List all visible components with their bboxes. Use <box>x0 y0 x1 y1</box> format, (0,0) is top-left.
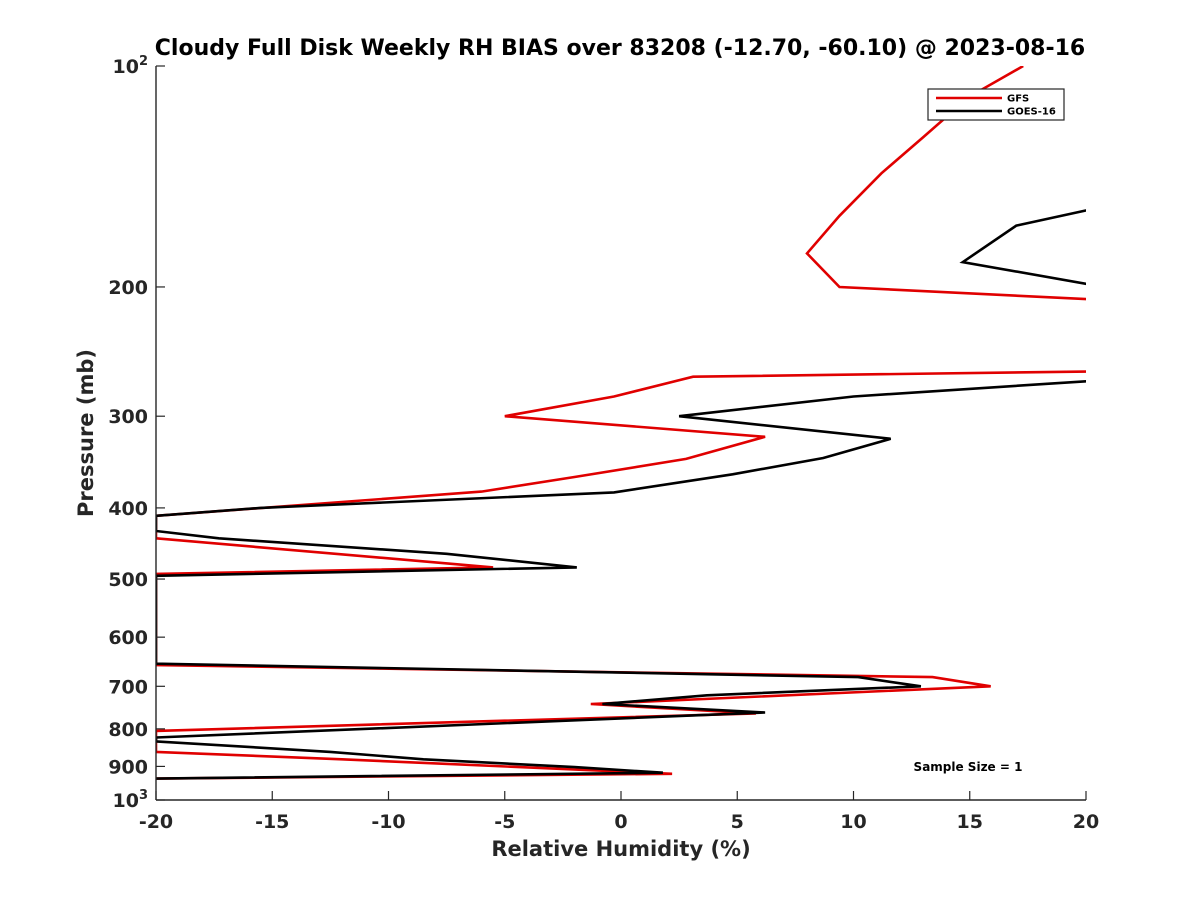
y-tick-label: 103 <box>113 788 149 812</box>
x-tick-label: 10 <box>840 811 866 833</box>
x-tick-label: -5 <box>494 811 515 833</box>
x-tick-label: 15 <box>957 811 983 833</box>
x-tick-label: 20 <box>1073 811 1099 833</box>
sample-size-annotation: Sample Size = 1 <box>914 760 1023 774</box>
y-tick-label: 102 <box>113 54 149 78</box>
y-tick-label: 700 <box>108 676 148 698</box>
axes: -20 -15 -10 -5 0 5 10 15 20 102 200 300 400 500 600 700… <box>108 54 1099 833</box>
legend-box <box>927 88 1065 121</box>
y-axis-label: Pressure (mb) <box>74 349 98 517</box>
y-tick-label: 300 <box>108 406 148 428</box>
x-tick-label: 5 <box>731 811 744 833</box>
series-layer <box>156 66 1086 780</box>
series-line-goes16 <box>156 209 1086 780</box>
x-tick-label: -20 <box>139 811 173 833</box>
x-tick-label: 0 <box>614 811 627 833</box>
legend-label-goes16: GOES-16 <box>1007 107 1056 118</box>
x-axis-label: Relative Humidity (%) <box>491 837 750 861</box>
y-tick-label: 400 <box>108 498 148 520</box>
x-tick-label: -15 <box>255 811 289 833</box>
y-tick-label: 900 <box>108 756 148 778</box>
y-tick-label: 800 <box>108 719 148 741</box>
y-tick-label: 200 <box>108 277 148 299</box>
legend: GFS GOES-16 <box>927 88 1065 121</box>
chart-title: Cloudy Full Disk Weekly RH BIAS over 832… <box>155 36 1085 61</box>
legend-label-gfs: GFS <box>1007 94 1029 105</box>
x-tick-label: -10 <box>371 811 405 833</box>
y-tick-label: 500 <box>108 569 148 591</box>
y-tick-label: 600 <box>108 627 148 649</box>
